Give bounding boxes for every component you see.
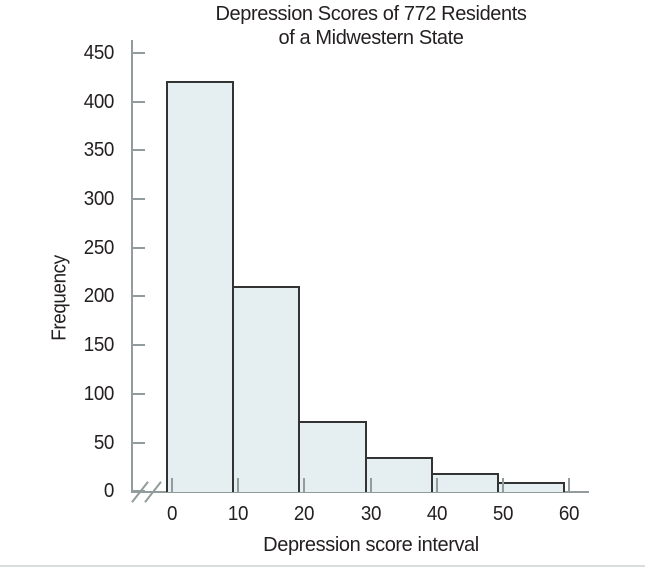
x-tick-label: 40 xyxy=(426,503,448,525)
x-axis-tick xyxy=(303,478,305,492)
y-axis-tick xyxy=(133,52,145,54)
figure-bottom-border xyxy=(0,565,645,567)
y-tick-label: 0 xyxy=(103,480,114,502)
y-tick-label: 450 xyxy=(83,42,115,64)
histogram-bar xyxy=(431,473,499,492)
y-axis-tick xyxy=(133,295,145,297)
x-tick-label: 10 xyxy=(227,503,249,525)
y-tick-label: 50 xyxy=(93,432,115,454)
y-axis-tick xyxy=(133,198,145,200)
histogram-bar xyxy=(365,457,433,492)
y-axis-tick xyxy=(133,149,145,151)
chart-title: Depression Scores of 772 Residents of a … xyxy=(115,2,627,50)
histogram-bar xyxy=(166,81,234,492)
x-tick-label: 50 xyxy=(492,503,514,525)
x-axis-label: Depression score interval xyxy=(263,534,479,556)
y-tick-label: 200 xyxy=(83,285,115,307)
y-tick-label: 350 xyxy=(83,139,115,161)
y-tick-label: 250 xyxy=(83,237,115,259)
y-axis-tick xyxy=(133,442,145,444)
y-axis-tick xyxy=(133,393,145,395)
x-axis-tick xyxy=(502,478,504,492)
x-tick-label: 30 xyxy=(360,503,382,525)
y-tick-label: 400 xyxy=(83,91,115,113)
x-tick-label: 0 xyxy=(166,503,178,525)
x-axis-tick xyxy=(568,478,570,492)
y-axis-tick xyxy=(133,247,145,249)
histogram-bar xyxy=(232,286,300,492)
chart-title-line1: Depression Scores of 772 Residents xyxy=(215,3,527,25)
x-tick-label: 20 xyxy=(293,503,315,525)
x-axis-tick xyxy=(370,478,372,492)
y-axis-line xyxy=(131,40,133,493)
y-tick-label: 150 xyxy=(83,334,115,356)
x-axis-tick xyxy=(436,478,438,492)
x-axis-line xyxy=(131,491,589,493)
y-tick-label: 100 xyxy=(83,383,115,405)
histogram-bar xyxy=(497,482,565,492)
x-tick-label: 60 xyxy=(558,503,580,525)
histogram-bar xyxy=(298,421,367,492)
y-axis-tick xyxy=(133,344,145,346)
y-tick-label: 300 xyxy=(83,188,115,210)
x-axis-tick xyxy=(171,478,173,492)
y-axis-tick xyxy=(133,101,145,103)
chart-title-line2: of a Midwestern State xyxy=(278,27,464,49)
x-axis-tick xyxy=(237,478,239,492)
